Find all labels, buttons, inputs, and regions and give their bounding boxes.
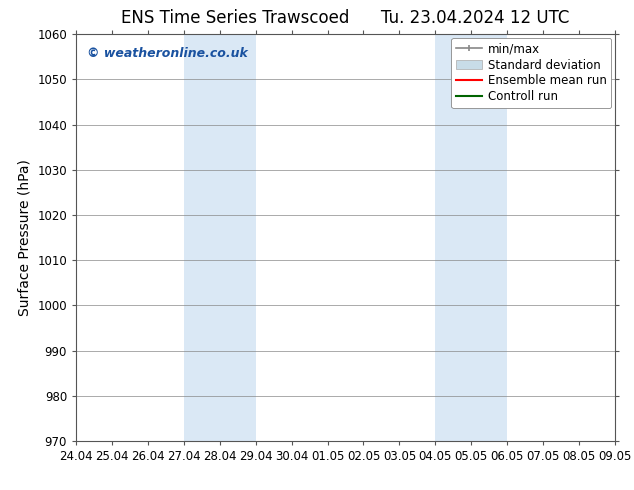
Bar — [436, 34, 507, 441]
Title: ENS Time Series Trawscoed      Tu. 23.04.2024 12 UTC: ENS Time Series Trawscoed Tu. 23.04.2024… — [121, 9, 570, 27]
Legend: min/max, Standard deviation, Ensemble mean run, Controll run: min/max, Standard deviation, Ensemble me… — [451, 38, 611, 108]
Y-axis label: Surface Pressure (hPa): Surface Pressure (hPa) — [18, 159, 32, 316]
Bar — [184, 34, 256, 441]
Text: © weatheronline.co.uk: © weatheronline.co.uk — [87, 47, 248, 59]
